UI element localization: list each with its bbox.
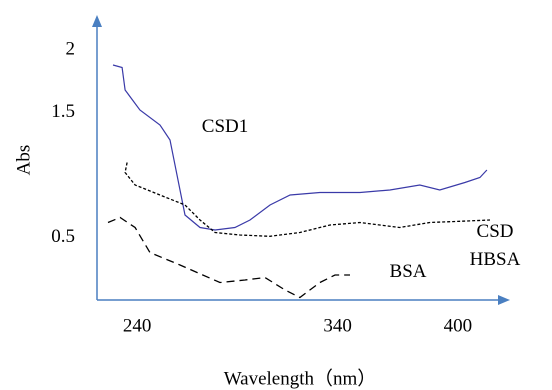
series-label: CSD HBSA <box>469 221 521 270</box>
x-tick-label: 240 <box>123 315 152 336</box>
series-label: BSA <box>389 261 427 282</box>
x-tick-label: 400 <box>444 315 473 336</box>
y-tick-label: 2 <box>66 38 76 59</box>
data-line <box>124 162 491 237</box>
y-tick-label: 1.5 <box>51 101 75 122</box>
x-tick-label: 340 <box>323 315 352 336</box>
data-line <box>112 64 488 231</box>
y-axis-title: Abs <box>13 145 34 176</box>
y-tick-label: 0.5 <box>51 226 75 247</box>
series-label: CSD1 <box>201 116 249 137</box>
y-axis-arrow <box>92 15 102 27</box>
x-axis-arrow <box>498 295 510 305</box>
x-axis-title: Wavelength（nm） <box>224 367 377 389</box>
data-line <box>107 216 350 299</box>
